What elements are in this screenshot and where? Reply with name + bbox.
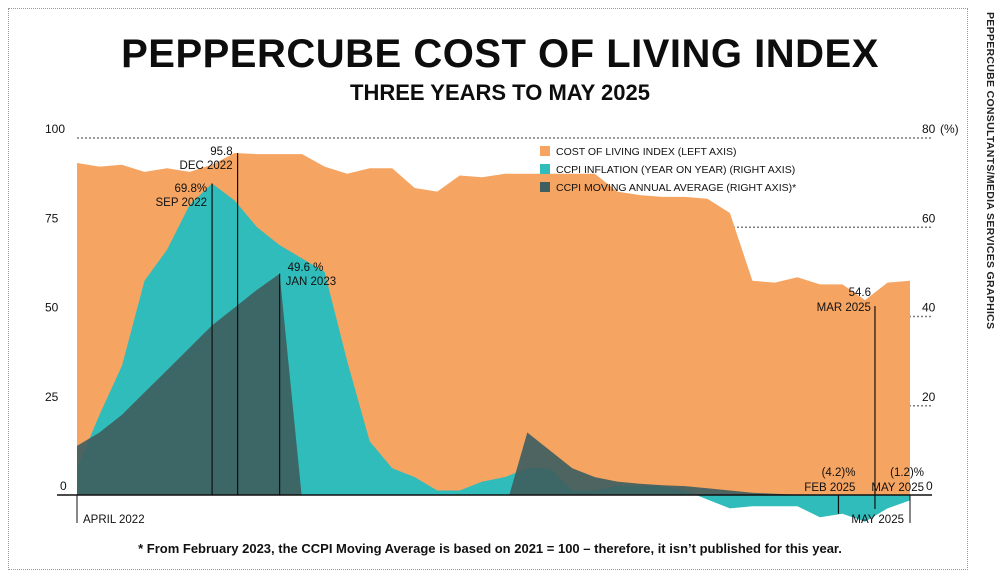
right-axis-tick: 40 [922, 301, 936, 315]
right-axis-tick: 0 [926, 479, 933, 493]
annotation-date: DEC 2022 [180, 160, 233, 172]
annotation-value-negative: (1.2)% [890, 467, 924, 479]
annotation-value: 95.8 [210, 146, 232, 158]
legend-label: CCPI INFLATION (YEAR ON YEAR) (RIGHT AXI… [556, 164, 795, 176]
annotation-date: FEB 2025 [804, 482, 855, 494]
annotation-value: 49.6 % [288, 262, 324, 274]
left-axis-tick: 100 [45, 122, 65, 136]
legend-label: COST OF LIVING INDEX (LEFT AXIS) [556, 146, 736, 158]
legend-swatch [540, 146, 550, 156]
left-axis-tick: 50 [45, 301, 59, 315]
annotation-date: SEP 2022 [155, 197, 207, 209]
chart-subtitle: THREE YEARS TO MAY 2025 [350, 80, 650, 105]
ccpi-moving-average-area [77, 273, 910, 495]
annotation-date: JAN 2023 [286, 276, 337, 288]
x-start-label: APRIL 2022 [83, 514, 145, 526]
annotation-date: MAR 2025 [817, 302, 871, 314]
annotation-value: (4.2)% [822, 467, 856, 479]
left-axis-tick: 0 [60, 479, 67, 493]
legend-swatch [540, 164, 550, 174]
left-axis-tick: 75 [45, 211, 59, 225]
right-axis-unit: (%) [940, 122, 959, 136]
annotation-value: 54.6 [849, 287, 871, 299]
right-axis-tick: 20 [922, 390, 936, 404]
legend-label: CCPI MOVING ANNUAL AVERAGE (RIGHT AXIS)* [556, 182, 796, 194]
x-end-label: MAY 2025 [851, 514, 904, 526]
footnote: * From February 2023, the CCPI Moving Av… [138, 541, 842, 556]
left-axis-tick: 25 [45, 390, 59, 404]
right-axis-tick: 80 [922, 122, 936, 136]
chart-frame [8, 8, 968, 570]
annotation-date-negative: MAY 2025 [871, 482, 924, 494]
legend-swatch [540, 182, 550, 192]
right-axis-tick: 60 [922, 211, 936, 225]
chart-title: PEPPERCUBE COST OF LIVING INDEX [121, 32, 879, 76]
annotation-value: 69.8% [174, 183, 207, 195]
